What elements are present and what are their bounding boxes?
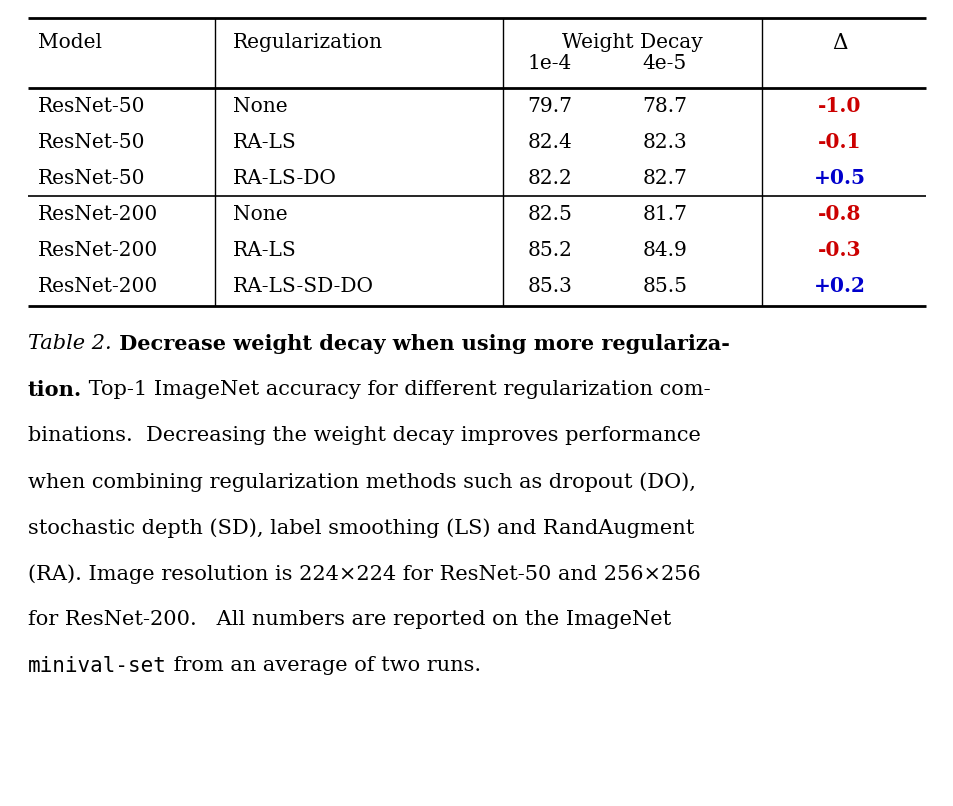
Text: 85.3: 85.3 <box>527 276 572 296</box>
Text: when combining regularization methods such as dropout (DO),: when combining regularization methods su… <box>28 472 695 492</box>
Text: RA-LS: RA-LS <box>233 240 296 260</box>
Text: 82.2: 82.2 <box>527 168 572 188</box>
Text: 4e-5: 4e-5 <box>642 53 686 73</box>
Text: Regularization: Regularization <box>233 33 382 52</box>
Text: -0.1: -0.1 <box>818 132 861 152</box>
Text: RA-LS-SD-DO: RA-LS-SD-DO <box>233 276 374 296</box>
Text: +0.2: +0.2 <box>813 276 865 296</box>
Text: 82.4: 82.4 <box>527 132 572 152</box>
Text: from an average of two runs.: from an average of two runs. <box>167 656 480 675</box>
Text: Table 2.: Table 2. <box>28 334 112 353</box>
Text: None: None <box>233 97 287 115</box>
Text: RA-LS-DO: RA-LS-DO <box>233 168 336 188</box>
Text: 82.3: 82.3 <box>642 132 687 152</box>
Text: 78.7: 78.7 <box>641 97 687 115</box>
Text: binations.  Decreasing the weight decay improves performance: binations. Decreasing the weight decay i… <box>28 426 700 445</box>
Text: 85.5: 85.5 <box>641 276 687 296</box>
Text: None: None <box>233 205 287 223</box>
Text: ResNet-200: ResNet-200 <box>38 240 158 260</box>
Text: Weight Decay: Weight Decay <box>561 33 702 52</box>
Text: ResNet-200: ResNet-200 <box>38 205 158 223</box>
Text: stochastic depth (SD), label smoothing (LS) and RandAugment: stochastic depth (SD), label smoothing (… <box>28 518 694 538</box>
Text: 82.7: 82.7 <box>642 168 687 188</box>
Text: 81.7: 81.7 <box>641 205 687 223</box>
Text: 84.9: 84.9 <box>642 240 687 260</box>
Text: 1e-4: 1e-4 <box>527 53 572 73</box>
Text: ResNet-50: ResNet-50 <box>38 97 146 115</box>
Text: Model: Model <box>38 33 102 52</box>
Text: Δ: Δ <box>831 32 847 54</box>
Text: 79.7: 79.7 <box>527 97 572 115</box>
Text: +0.5: +0.5 <box>813 168 865 188</box>
Text: -0.3: -0.3 <box>818 240 861 260</box>
Text: for ResNet-200.   All numbers are reported on the ImageNet: for ResNet-200. All numbers are reported… <box>28 610 671 629</box>
Text: minival-set: minival-set <box>28 656 167 676</box>
Text: tion.: tion. <box>28 380 82 400</box>
Text: ResNet-50: ResNet-50 <box>38 168 146 188</box>
Text: Top-1 ImageNet accuracy for different regularization com-: Top-1 ImageNet accuracy for different re… <box>82 380 710 399</box>
Text: (RA). Image resolution is 224×224 for ResNet-50 and 256×256: (RA). Image resolution is 224×224 for Re… <box>28 564 700 584</box>
Text: ResNet-50: ResNet-50 <box>38 132 146 152</box>
Text: -0.8: -0.8 <box>818 204 861 224</box>
Text: 82.5: 82.5 <box>527 205 572 223</box>
Text: RA-LS: RA-LS <box>233 132 296 152</box>
Text: 85.2: 85.2 <box>527 240 572 260</box>
Text: -1.0: -1.0 <box>818 96 861 116</box>
Text: ResNet-200: ResNet-200 <box>38 276 158 296</box>
Text: Decrease weight decay when using more regulariza-: Decrease weight decay when using more re… <box>112 334 729 354</box>
